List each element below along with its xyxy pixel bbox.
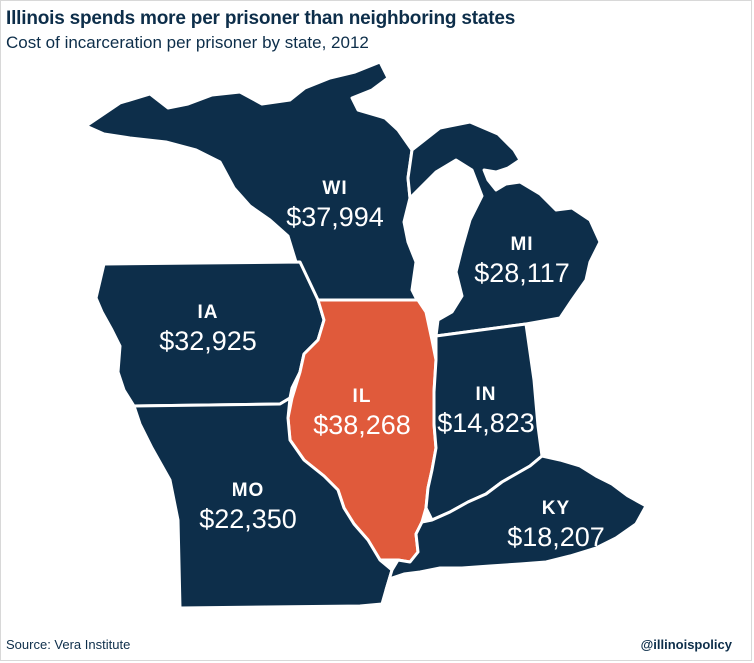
label-ia-abbr: IA — [198, 302, 219, 323]
label-il-abbr: IL — [353, 386, 372, 407]
label-mo-abbr: MO — [232, 480, 265, 501]
label-mo-value: $22,350 — [199, 504, 297, 534]
source-note: Source: Vera Institute — [6, 637, 131, 652]
label-ky-abbr: KY — [542, 498, 570, 519]
label-wi-value: $37,994 — [286, 202, 384, 232]
chart-subtitle: Cost of incarceration per prisoner by st… — [6, 33, 369, 52]
label-il-value: $38,268 — [313, 410, 411, 440]
label-wi-abbr: WI — [322, 178, 347, 199]
label-ia-value: $32,925 — [159, 326, 257, 356]
label-in-abbr: IN — [476, 384, 497, 405]
social-handle: @illinoispolicy — [640, 637, 732, 652]
state-shape-mi — [406, 120, 602, 338]
label-ky-value: $18,207 — [507, 522, 605, 552]
label-in-value: $14,823 — [437, 408, 535, 438]
label-mi-abbr: MI — [510, 234, 533, 255]
label-mi-value: $28,117 — [474, 258, 570, 288]
state-shape-mo — [132, 396, 394, 610]
chart-title: Illinois spends more per prisoner than n… — [6, 8, 516, 29]
state-shape-ky — [384, 454, 648, 592]
